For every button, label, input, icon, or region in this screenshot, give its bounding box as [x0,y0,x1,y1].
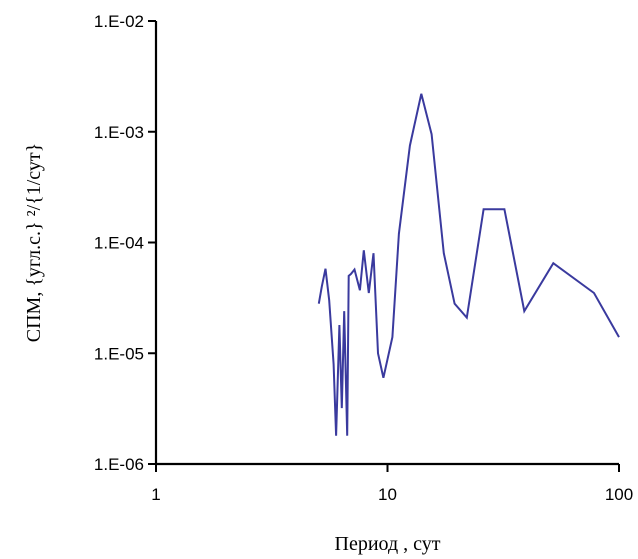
y-axis-title: СПМ, {угл.с.} ²/{1/сут} [23,143,45,342]
x-axis-title: Период , сут [335,533,441,555]
y-tick-label: 1.E-02 [94,12,144,31]
x-tick-label: 1 [151,485,160,504]
x-tick-label: 10 [378,485,397,504]
y-tick-label: 1.E-04 [94,234,144,253]
axes [154,21,619,466]
y-tick-label: 1.E-06 [94,455,144,474]
series-line [317,93,620,436]
y-ticks: 1.E-06 1.E-05 1.E-04 1.E-03 1.E-02 [94,12,156,474]
y-tick-label: 1.E-03 [94,123,144,142]
series-group [317,93,620,436]
y-tick-label: 1.E-05 [94,344,144,363]
x-ticks: 1 10 100 [151,464,633,504]
x-tick-label: 100 [605,485,633,504]
